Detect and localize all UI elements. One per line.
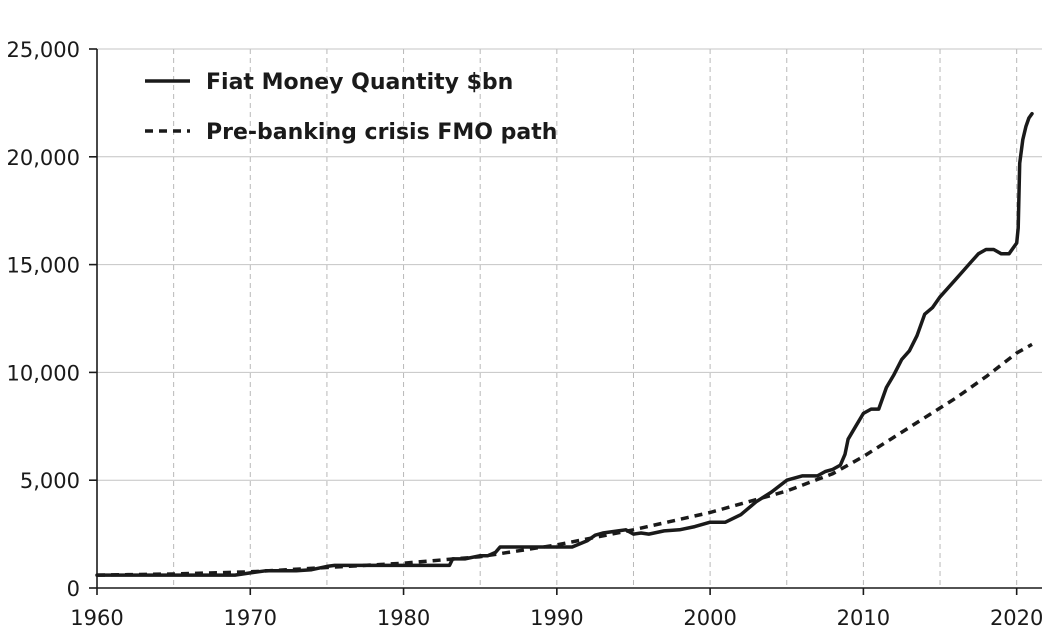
- horizontal-gridlines: [97, 48, 1042, 481]
- legend: Fiat Money Quantity $bn Pre-banking crisi…: [145, 70, 557, 145]
- y-tick-label: 5,000: [20, 469, 80, 493]
- x-tick-label: 2000: [683, 606, 736, 629]
- x-tick-label: 1980: [377, 606, 430, 629]
- series-line-0: [95, 111, 1034, 577]
- tick-labels: 1960 1970 1980 1990 2000 2010 2020 0 5,000 10,000…: [7, 38, 1044, 629]
- x-tick-label: 2020: [990, 606, 1043, 629]
- x-tick-label: 1960: [70, 606, 123, 629]
- y-tick-label: 25,000: [7, 38, 80, 62]
- x-tick-label: 1970: [224, 606, 277, 629]
- y-tick-label: 0: [67, 577, 80, 601]
- x-tick-label: 1990: [530, 606, 583, 629]
- y-tick-label: 10,000: [7, 361, 80, 385]
- legend-label-1: Pre-banking crisis FMO path: [206, 120, 557, 145]
- x-tick-label: 2010: [837, 606, 890, 629]
- legend-label-0: Fiat Money Quantity $bn: [206, 70, 513, 95]
- series-layer: [95, 111, 1034, 577]
- axes: [89, 48, 1042, 595]
- y-tick-label: 15,000: [7, 254, 80, 278]
- y-tick-label: 20,000: [7, 146, 80, 170]
- series-line-1: [96, 342, 1033, 577]
